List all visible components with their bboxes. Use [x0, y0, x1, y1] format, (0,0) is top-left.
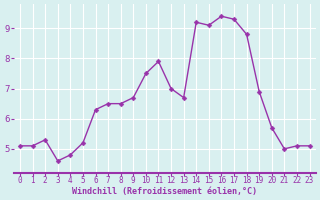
X-axis label: Windchill (Refroidissement éolien,°C): Windchill (Refroidissement éolien,°C) [72, 187, 257, 196]
